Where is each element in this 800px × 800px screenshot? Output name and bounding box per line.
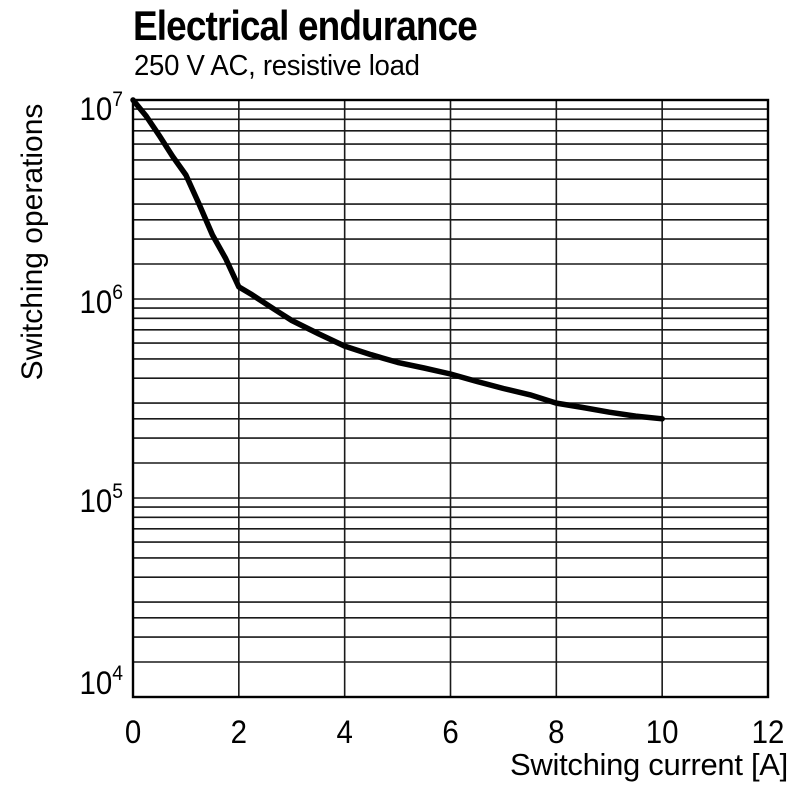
chart-subtitle: 250 V AC, resistive load bbox=[134, 50, 420, 82]
x-tick-label: 0 bbox=[125, 714, 141, 750]
grid bbox=[133, 100, 768, 697]
y-axis-label: Switching operations bbox=[16, 103, 49, 381]
y-tick-label: 106 bbox=[80, 281, 123, 320]
x-tick-label: 2 bbox=[231, 714, 247, 750]
chart-title: Electrical endurance bbox=[133, 2, 478, 49]
y-tick-label: 105 bbox=[80, 480, 123, 519]
x-axis-label: Switching current [A] bbox=[510, 747, 788, 782]
y-tick-label: 107 bbox=[80, 88, 123, 127]
x-tick-label: 10 bbox=[646, 714, 679, 750]
x-tick-label: 4 bbox=[336, 714, 352, 750]
plot-border bbox=[131, 98, 770, 699]
x-tick-label: 8 bbox=[548, 714, 564, 750]
x-tick-label: 12 bbox=[752, 714, 785, 750]
endurance-curve bbox=[130, 97, 665, 422]
x-tick-label: 6 bbox=[442, 714, 458, 750]
y-tick-label: 104 bbox=[80, 662, 123, 701]
